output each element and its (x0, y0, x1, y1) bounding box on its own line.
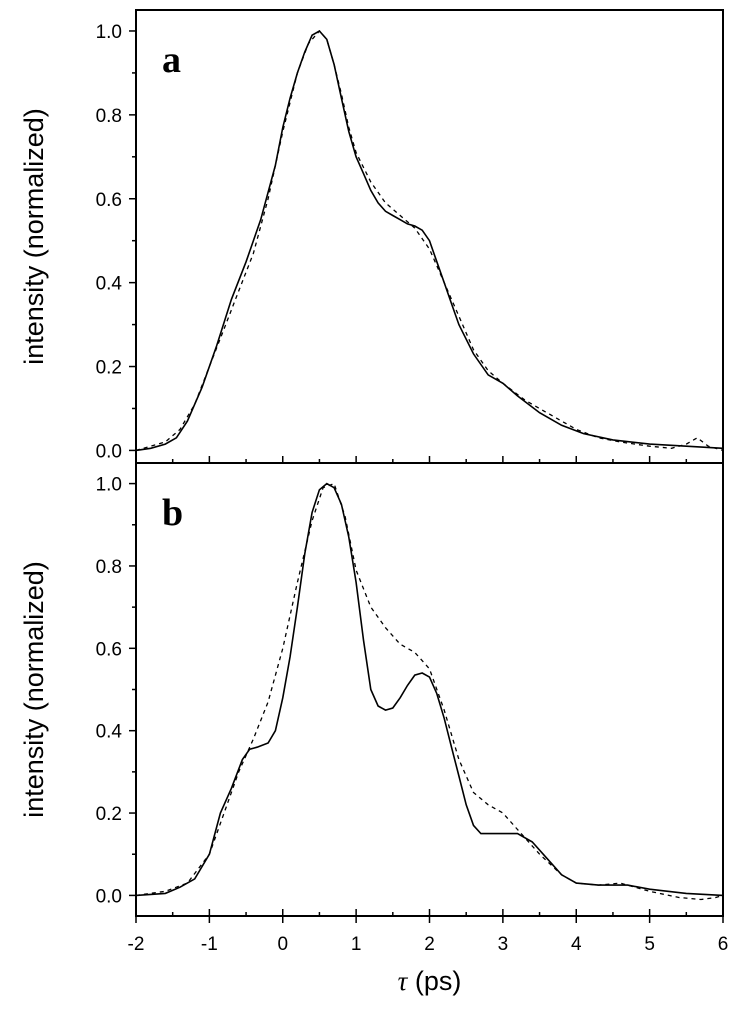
x-axis-label-symbol: τ (398, 966, 409, 996)
x-axis-label-unit: (ps) (407, 966, 461, 996)
panel-b-ytick-label: 0.4 (96, 722, 123, 743)
xtick-label: 4 (571, 934, 582, 955)
panel-b-ytick-label: 0.8 (96, 557, 122, 578)
panel-a-ytick-label: 0.4 (96, 274, 123, 295)
panel-a-ylabel: intensity (normalized) (19, 108, 49, 365)
panel-b-ytick-label: 0.0 (96, 886, 122, 907)
xtick-label: 2 (424, 934, 435, 955)
panel-a-letter: a (162, 39, 181, 81)
panel-a-frame (135, 9, 724, 464)
panel-a-ytick-label: 0.0 (96, 441, 122, 462)
xtick-label: -1 (201, 934, 218, 955)
xtick-label: 0 (277, 934, 288, 955)
panel-b-ytick-label: 1.0 (96, 475, 122, 496)
panel-b-series-dashed-line (135, 482, 724, 901)
x-axis-label: τ (ps) (398, 966, 462, 996)
xtick-label: 5 (644, 934, 655, 955)
panel-b-ylabel: intensity (normalized) (19, 561, 49, 818)
xtick-label: 6 (718, 934, 729, 955)
panel-b-ytick-label: 0.2 (96, 804, 122, 825)
panel-b-frame (135, 462, 724, 917)
panel-a-series-solid-line (135, 29, 724, 452)
panel-a-ytick-label: 0.6 (96, 190, 122, 211)
panel-b-series-solid-line (135, 482, 724, 897)
xtick-label: -2 (128, 934, 145, 955)
panel-b-letter: b (162, 492, 183, 534)
panel-b-ytick-label: 0.6 (96, 639, 122, 660)
panel-a-ytick-label: 0.8 (96, 106, 122, 127)
panel-a-ytick-label: 0.2 (96, 358, 122, 379)
xtick-label: 1 (351, 934, 362, 955)
xtick-label: 3 (498, 934, 509, 955)
panel-a-ytick-label: 1.0 (96, 22, 122, 43)
